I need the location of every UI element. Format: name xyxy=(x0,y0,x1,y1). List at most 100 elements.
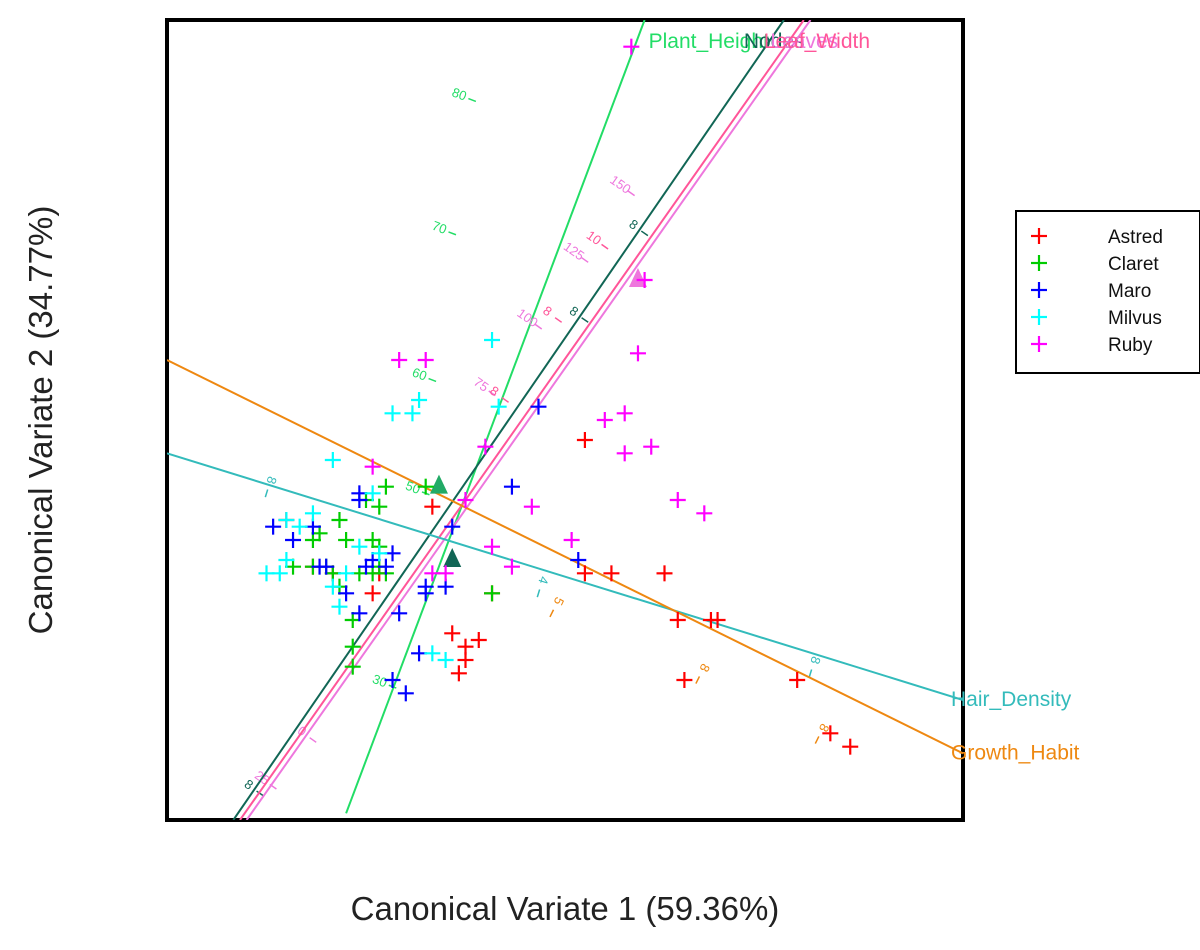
legend-label: Ruby xyxy=(1108,335,1153,356)
point-maro xyxy=(503,478,520,495)
point-maro xyxy=(265,518,282,535)
point-maro xyxy=(377,558,394,575)
point-maro xyxy=(351,605,368,622)
point-astred xyxy=(576,565,593,582)
biplot-tick-leaves xyxy=(581,257,589,263)
biplot-label-hair-density: Hair_Density xyxy=(951,688,1072,711)
biplot-axis-nodes xyxy=(232,20,785,820)
point-ruby xyxy=(629,345,646,362)
point-astred xyxy=(364,585,381,602)
point-maro xyxy=(318,558,335,575)
biplot-tick-leaf-width xyxy=(501,397,510,403)
biplot-tick-nodes xyxy=(581,317,589,323)
point-milvus xyxy=(338,565,355,582)
biplot-tick-label-leaf-width: 10 xyxy=(584,227,604,248)
point-claret xyxy=(417,478,434,495)
legend-label: Astred xyxy=(1108,227,1163,248)
point-milvus xyxy=(324,452,341,468)
biplot-axis-leaves xyxy=(245,20,812,820)
point-ruby xyxy=(523,498,540,515)
point-milvus xyxy=(331,598,348,615)
point-claret xyxy=(344,612,361,628)
point-astred xyxy=(450,665,467,682)
point-milvus xyxy=(490,398,507,415)
point-astred xyxy=(669,612,686,628)
biplot-axis-leaf-width xyxy=(239,20,805,820)
point-ruby xyxy=(424,565,441,582)
point-astred xyxy=(603,565,620,582)
point-maro xyxy=(351,492,368,508)
biplot-label-leaf-width: Leaf_Width xyxy=(764,30,870,53)
point-ruby xyxy=(636,272,653,288)
point-claret xyxy=(331,512,348,528)
centroid-marker xyxy=(443,548,462,567)
point-milvus xyxy=(371,545,388,562)
x-axis-title: Canonical Variate 1 (59.36%) xyxy=(351,890,780,927)
biplot-label-growth-habit: Growth_Habit xyxy=(951,741,1080,764)
legend: Astred Claret Maro Milvus Ruby xyxy=(1015,210,1200,374)
point-milvus xyxy=(404,405,421,422)
point-ruby xyxy=(391,352,408,368)
point-ruby xyxy=(623,38,640,55)
biplot-tick-label-leaves: 75 xyxy=(471,374,491,395)
biplot-tick-leaves xyxy=(488,390,496,397)
biplot-tick-growth-habit xyxy=(549,609,555,618)
legend-item-claret: Claret xyxy=(1031,254,1159,275)
biplot-tick-label-plant-height: 70 xyxy=(430,218,449,237)
biplot-tick-label-plant-height: 50 xyxy=(404,478,423,497)
legend-label: Milvus xyxy=(1108,308,1162,329)
legend-item-milvus: Milvus xyxy=(1031,308,1162,329)
biplot-tick-plant-height xyxy=(448,231,457,236)
point-ruby xyxy=(643,438,660,455)
biplot-tick-hair-density xyxy=(264,489,269,498)
point-astred xyxy=(656,565,673,582)
legend-item-astred: Astred xyxy=(1031,227,1163,248)
centroid-marker xyxy=(429,474,448,494)
point-astred xyxy=(444,625,461,642)
biplot-tick-hair-density xyxy=(808,669,813,678)
point-maro xyxy=(417,585,434,602)
biplot-tick-growth-habit xyxy=(814,736,820,744)
y-axis-title: Canonical Variate 2 (34.77%) xyxy=(22,206,59,635)
point-ruby xyxy=(596,412,613,428)
point-milvus xyxy=(291,518,308,535)
points-layer xyxy=(258,38,859,755)
point-maro xyxy=(397,685,414,702)
point-ruby xyxy=(563,532,580,548)
biplot-axis-plant-height xyxy=(345,20,646,814)
legend-label: Claret xyxy=(1108,254,1159,275)
point-claret xyxy=(338,532,355,548)
point-ruby xyxy=(477,438,494,455)
point-milvus xyxy=(424,645,441,662)
point-astred xyxy=(424,498,441,515)
biplot-tick-plant-height xyxy=(468,97,477,103)
biplot-tick-growth-habit xyxy=(695,676,701,684)
legend-box xyxy=(1015,210,1200,374)
point-claret xyxy=(371,498,388,515)
biplot-axes-layer: 3050607080888751001251500258810848588 xyxy=(167,20,963,820)
legend-item-ruby: Ruby xyxy=(1031,335,1153,356)
biplot-tick-label-plant-height: 60 xyxy=(410,365,429,384)
point-milvus xyxy=(278,512,295,528)
point-ruby xyxy=(484,538,501,555)
point-astred xyxy=(822,725,839,742)
biplot-tick-leaves xyxy=(627,190,636,197)
point-astred xyxy=(457,638,474,655)
point-maro xyxy=(437,578,454,595)
biplot-axis-hair-density xyxy=(167,452,963,701)
biplot-tick-plant-height xyxy=(428,377,437,383)
point-maro xyxy=(285,532,302,548)
point-maro xyxy=(530,398,547,415)
point-milvus xyxy=(324,578,341,595)
biplot-label-nodes: Nodes xyxy=(744,30,805,53)
point-ruby xyxy=(503,558,520,575)
point-milvus xyxy=(384,405,401,422)
biplot-tick-nodes xyxy=(640,230,649,237)
point-astred xyxy=(789,672,806,688)
centroid-marker xyxy=(628,268,647,287)
point-milvus xyxy=(351,538,368,555)
legend-label: Maro xyxy=(1108,281,1151,302)
point-milvus xyxy=(271,565,288,582)
point-maro xyxy=(570,552,587,568)
